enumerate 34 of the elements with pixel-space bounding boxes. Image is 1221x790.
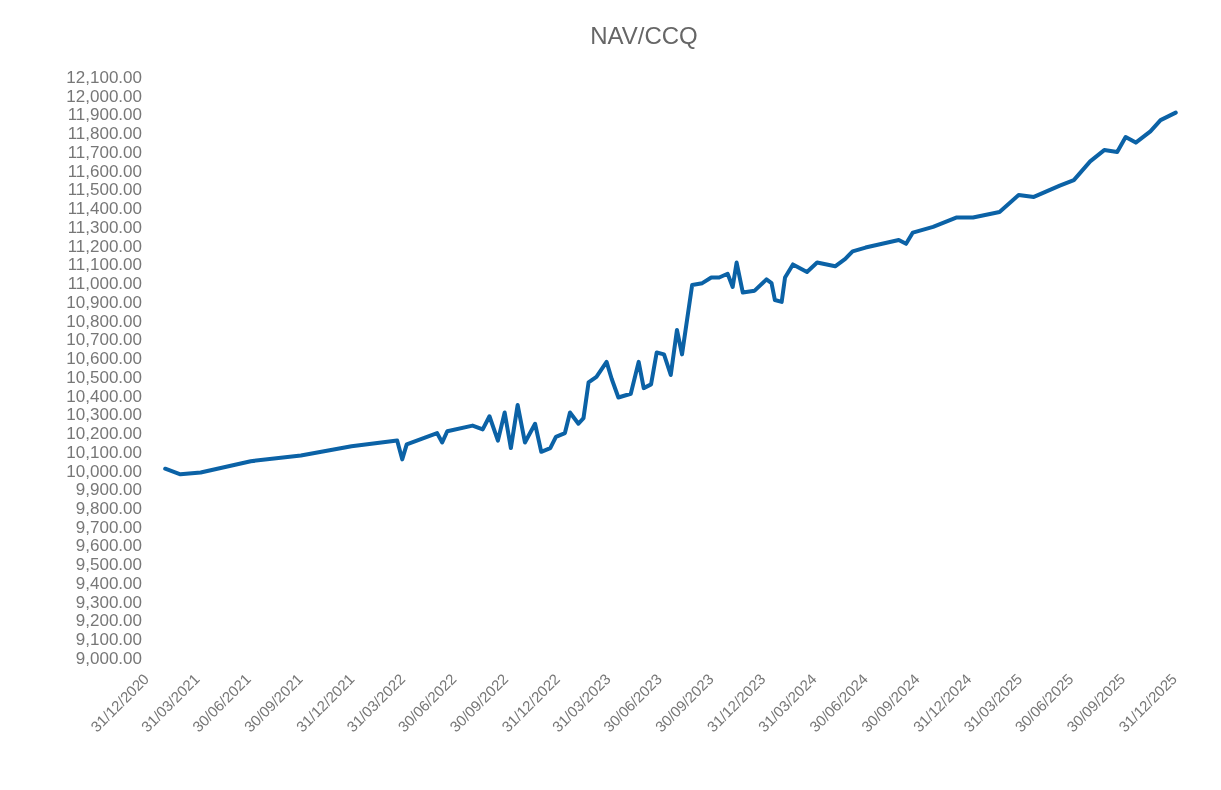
y-tick-label: 11,100.00	[67, 255, 142, 275]
y-tick-label: 10,700.00	[66, 330, 142, 350]
y-tick-label: 11,000.00	[67, 274, 142, 294]
y-tick-label: 10,000.00	[66, 461, 142, 481]
y-tick-label: 10,100.00	[66, 442, 142, 462]
y-tick-label: 10,200.00	[66, 424, 142, 444]
y-tick-label: 9,900.00	[75, 480, 142, 500]
y-tick-label: 9,700.00	[75, 517, 142, 537]
chart-title: NAV/CCQ	[590, 22, 698, 49]
y-tick-label: 11,900.00	[67, 105, 142, 125]
y-tick-label: 9,500.00	[75, 555, 142, 575]
y-tick-label: 9,000.00	[75, 648, 142, 668]
y-tick-label: 9,800.00	[75, 499, 142, 519]
y-tick-label: 9,600.00	[75, 536, 142, 556]
y-tick-label: 11,500.00	[67, 180, 142, 200]
y-tick-label: 11,300.00	[67, 217, 142, 237]
y-tick-label: 9,300.00	[75, 592, 142, 612]
y-tick-label: 12,100.00	[66, 67, 142, 87]
y-tick-label: 11,400.00	[67, 199, 142, 219]
y-tick-label: 10,300.00	[66, 405, 142, 425]
y-tick-label: 10,600.00	[66, 349, 142, 369]
y-tick-label: 10,900.00	[66, 292, 142, 312]
y-tick-label: 9,100.00	[75, 630, 142, 650]
y-tick-label: 11,800.00	[67, 124, 142, 144]
y-tick-label: 11,600.00	[67, 161, 142, 181]
line-series	[163, 110, 1178, 477]
y-tick-label: 10,500.00	[66, 367, 142, 387]
y-tick-label: 11,200.00	[67, 236, 142, 256]
y-tick-label: 12,000.00	[66, 86, 142, 106]
y-tick-label: 11,700.00	[67, 142, 142, 162]
y-tick-label: 9,200.00	[75, 611, 142, 631]
y-tick-label: 9,400.00	[75, 573, 142, 593]
y-tick-label: 10,800.00	[66, 311, 142, 331]
y-tick-label: 10,400.00	[66, 386, 142, 406]
